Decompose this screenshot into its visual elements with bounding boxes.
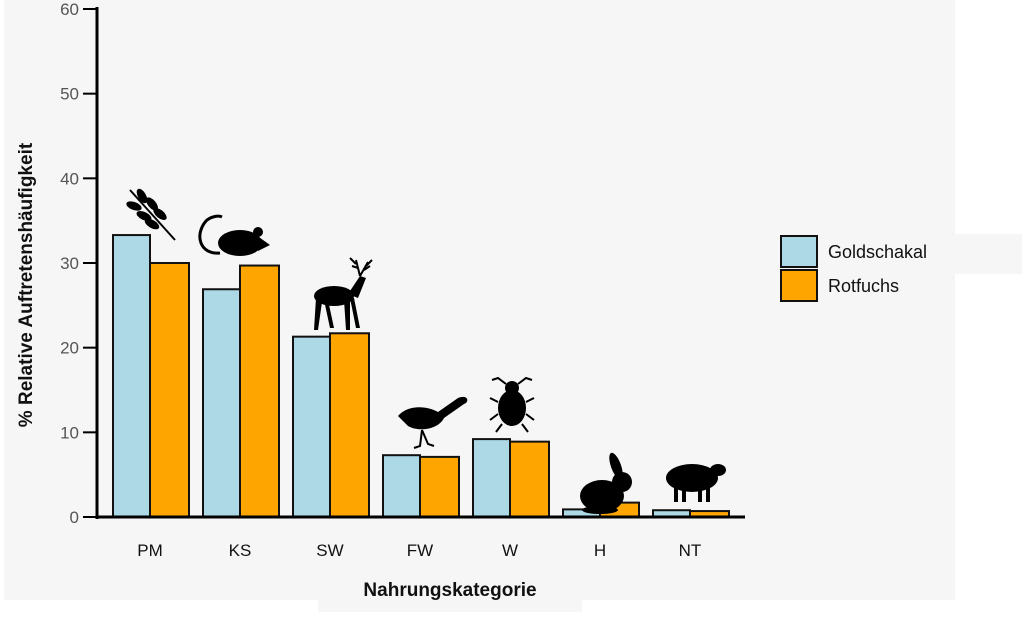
y-tick-label: 10	[60, 423, 79, 442]
bar-goldschakal-ks	[202, 288, 241, 518]
beetle-icon	[489, 376, 535, 433]
bar-rotfuchs-pm	[149, 262, 190, 518]
y-tick-label: 30	[60, 254, 79, 273]
legend-label: Rotfuchs	[828, 276, 899, 296]
y-tick-label: 60	[60, 0, 79, 19]
leaf-branch-icon	[126, 188, 176, 241]
x-tick-label: KS	[229, 541, 252, 560]
x-tick-label: W	[502, 541, 518, 560]
deer-icon	[314, 257, 373, 330]
x-axis: PM KS SW FW W H NT	[97, 515, 745, 560]
y-axis-label: % Relative Auftretenshäufigkeit	[16, 142, 37, 427]
bird-icon	[398, 396, 468, 449]
bar-rotfuchs-sw	[329, 332, 370, 519]
x-tick-label: SW	[316, 541, 343, 560]
mouse-icon	[198, 214, 270, 256]
x-tick-label: PM	[137, 541, 163, 560]
bars	[112, 234, 730, 519]
bar-rotfuchs-fw	[419, 455, 460, 518]
x-tick-label: FW	[407, 541, 433, 560]
category-icons	[126, 188, 726, 514]
bar-rotfuchs-ks	[239, 264, 280, 519]
bar-rotfuchs-w	[509, 440, 550, 518]
bar-goldschakal-sw	[292, 335, 331, 518]
x-tick-label: H	[594, 541, 606, 560]
bar-goldschakal-w	[472, 438, 511, 518]
sheep-icon	[666, 464, 726, 502]
legend: Goldschakal Rotfuchs	[780, 235, 927, 302]
x-axis-label: Nahrungskategorie	[363, 580, 536, 601]
y-tick-label: 40	[60, 169, 79, 188]
legend-swatch-goldschakal	[780, 235, 818, 268]
y-axis: 0 10 20 30 40 50 60	[60, 0, 99, 527]
legend-label: Goldschakal	[828, 242, 927, 262]
x-tick-label: NT	[679, 541, 702, 560]
rabbit-icon	[580, 452, 632, 514]
legend-swatch-rotfuchs	[780, 269, 818, 302]
y-tick-label: 0	[70, 508, 79, 527]
bar-goldschakal-fw	[382, 454, 421, 518]
y-tick-label: 50	[60, 85, 79, 104]
y-tick-label: 20	[60, 339, 79, 358]
xlabel-background	[318, 570, 582, 612]
bar-goldschakal-pm	[112, 234, 151, 518]
